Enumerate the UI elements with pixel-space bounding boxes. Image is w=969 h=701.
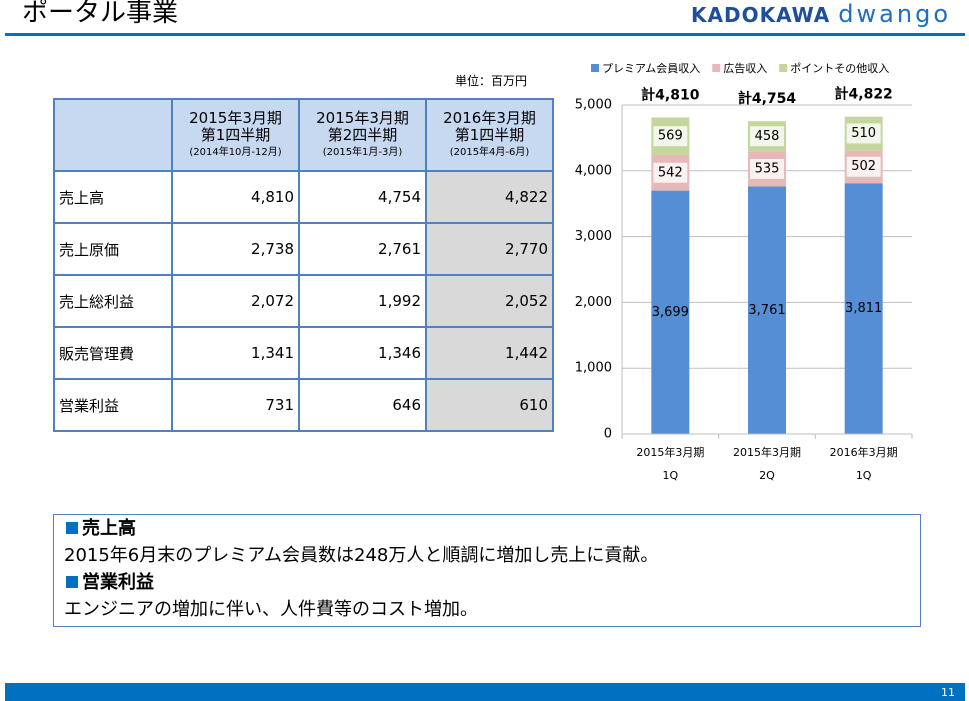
column-quarter: 第2四半期 <box>327 125 398 144</box>
number-cell: 4,810 <box>171 170 300 224</box>
column-period: 2016年3月期 <box>443 108 536 127</box>
data-label: 535 <box>755 161 780 176</box>
data-label: 3,761 <box>748 303 785 318</box>
row-label: 売上原価 <box>53 222 173 276</box>
table-row: 営業利益 731 646 610 <box>53 378 554 432</box>
legend-label: プレミアム会員収入 <box>602 62 700 75</box>
number-cell: 1,346 <box>298 326 427 380</box>
legend-swatch <box>712 64 721 72</box>
y-tick-label: 4,000 <box>575 163 612 178</box>
data-label: 3,811 <box>845 301 882 316</box>
header-rule <box>5 33 965 36</box>
column-quarter: 第1四半期 <box>454 125 525 144</box>
note-heading-text: 営業利益 <box>82 572 154 593</box>
header-cell: 2016年3月期 第1四半期 (2015年4月-6月) <box>425 98 554 172</box>
label-box <box>653 162 688 183</box>
note-heading-text: 売上高 <box>82 518 136 539</box>
label-box <box>750 126 784 147</box>
number-cell: 4,822 <box>425 170 554 224</box>
column-period: 2015年3月期 <box>316 108 409 127</box>
data-label: 458 <box>755 129 780 144</box>
number-cell: 1,341 <box>171 326 300 380</box>
table-row: 売上原価 2,738 2,761 2,770 <box>53 222 554 276</box>
note-heading: 売上高 <box>54 515 920 542</box>
column-range: (2015年1月-3月) <box>322 146 403 158</box>
table-header: 2015年3月期 第1四半期 (2014年10月-12月) 2015年3月期 第2四半期… <box>53 98 554 172</box>
label-box <box>846 156 881 177</box>
slide-title: ポータル事業 <box>22 0 179 28</box>
page-number: 11 <box>941 686 955 699</box>
note-heading: 営業利益 <box>54 569 920 596</box>
number-cell: 2,770 <box>425 222 554 276</box>
total-label: 計4,810 <box>641 87 700 104</box>
row-label: 営業利益 <box>53 378 173 432</box>
number-cell: 2,761 <box>298 222 427 276</box>
number-cell: 610 <box>425 378 554 432</box>
logo-text: KADOKAWA <box>690 3 831 27</box>
legend-label: ポイントその他収入 <box>790 62 889 75</box>
x-tick-label: 2016年3月期 1Q <box>829 446 898 482</box>
label-box <box>750 158 784 179</box>
total-label: 計4,822 <box>835 86 893 103</box>
total-label: 計4,754 <box>738 90 797 107</box>
column-range: (2015年4月-6月) <box>449 146 530 158</box>
x-tick-label: 2015年3月期 2Q <box>733 446 801 482</box>
number-cell: 2,052 <box>425 274 554 328</box>
header-cell: 2015年3月期 第2四半期 (2015年1月-3月) <box>298 98 427 172</box>
y-tick-label: 5,000 <box>575 98 612 113</box>
number-cell: 2,738 <box>171 222 300 276</box>
note-text: エンジニアの増加に伴い、人件費等のコスト増加。 <box>64 599 478 620</box>
logo: KADOKAWA dwango <box>691 0 951 28</box>
number-cell: 1,992 <box>298 274 427 328</box>
y-tick-label: 0 <box>604 427 612 442</box>
column-period: 2015年3月期 <box>189 108 282 127</box>
y-tick-label: 1,000 <box>575 361 612 376</box>
number-cell: 1,442 <box>425 326 554 380</box>
data-label: 569 <box>658 129 683 144</box>
data-label: 510 <box>851 126 876 141</box>
legend-swatch <box>591 64 599 72</box>
unit-label: 単位：百万円 <box>455 74 528 88</box>
note-text: 2015年6月末のプレミアム会員数は248万人と順調に増加し売上に貢献。 <box>64 545 659 566</box>
logo-text: dwango <box>838 0 951 28</box>
financial-table: 2015年3月期 第1四半期 (2014年10月-12月) 2015年3月期 第2四半期… <box>53 98 554 432</box>
bar-segment <box>651 190 690 434</box>
row-label: 売上総利益 <box>53 274 173 328</box>
table-body: 売上高 4,810 4,754 4,822 売上原価 2,738 2,761 2,770 売上総… <box>53 170 554 432</box>
y-tick-label: 3,000 <box>575 229 612 244</box>
header-cell <box>53 98 173 172</box>
number-cell: 731 <box>171 378 300 432</box>
bar-segment <box>748 186 786 434</box>
bar-segment <box>844 183 883 434</box>
table-row: 売上高 4,810 4,754 4,822 <box>53 170 554 224</box>
row-label: 販売管理費 <box>53 326 173 380</box>
notes-box: 売上高 2015年6月末のプレミアム会員数は248万人と順調に増加し売上に貢献。… <box>53 514 921 627</box>
row-label: 売上高 <box>53 170 173 224</box>
x-tick-label: 2015年3月期 1Q <box>636 446 705 482</box>
legend-label: 広告収入 <box>723 62 767 75</box>
number-cell: 646 <box>298 378 427 432</box>
column-quarter: 第1四半期 <box>200 125 271 144</box>
label-box <box>846 123 881 144</box>
column-range: (2014年10月-12月) <box>189 146 282 158</box>
data-label: 542 <box>658 165 683 180</box>
number-cell: 2,072 <box>171 274 300 328</box>
footer-bar <box>5 683 965 701</box>
legend-swatch <box>779 64 788 72</box>
data-label: 3,699 <box>652 305 689 320</box>
y-tick-label: 2,000 <box>575 295 612 310</box>
bullet <box>66 576 78 588</box>
table-row: 販売管理費 1,341 1,346 1,442 <box>53 326 554 380</box>
data-label: 502 <box>851 159 876 174</box>
label-box <box>653 126 688 147</box>
number-cell: 4,754 <box>298 170 427 224</box>
bullet <box>66 522 78 534</box>
header-cell: 2015年3月期 第1四半期 (2014年10月-12月) <box>171 98 300 172</box>
table-row: 売上総利益 2,072 1,992 2,052 <box>53 274 554 328</box>
